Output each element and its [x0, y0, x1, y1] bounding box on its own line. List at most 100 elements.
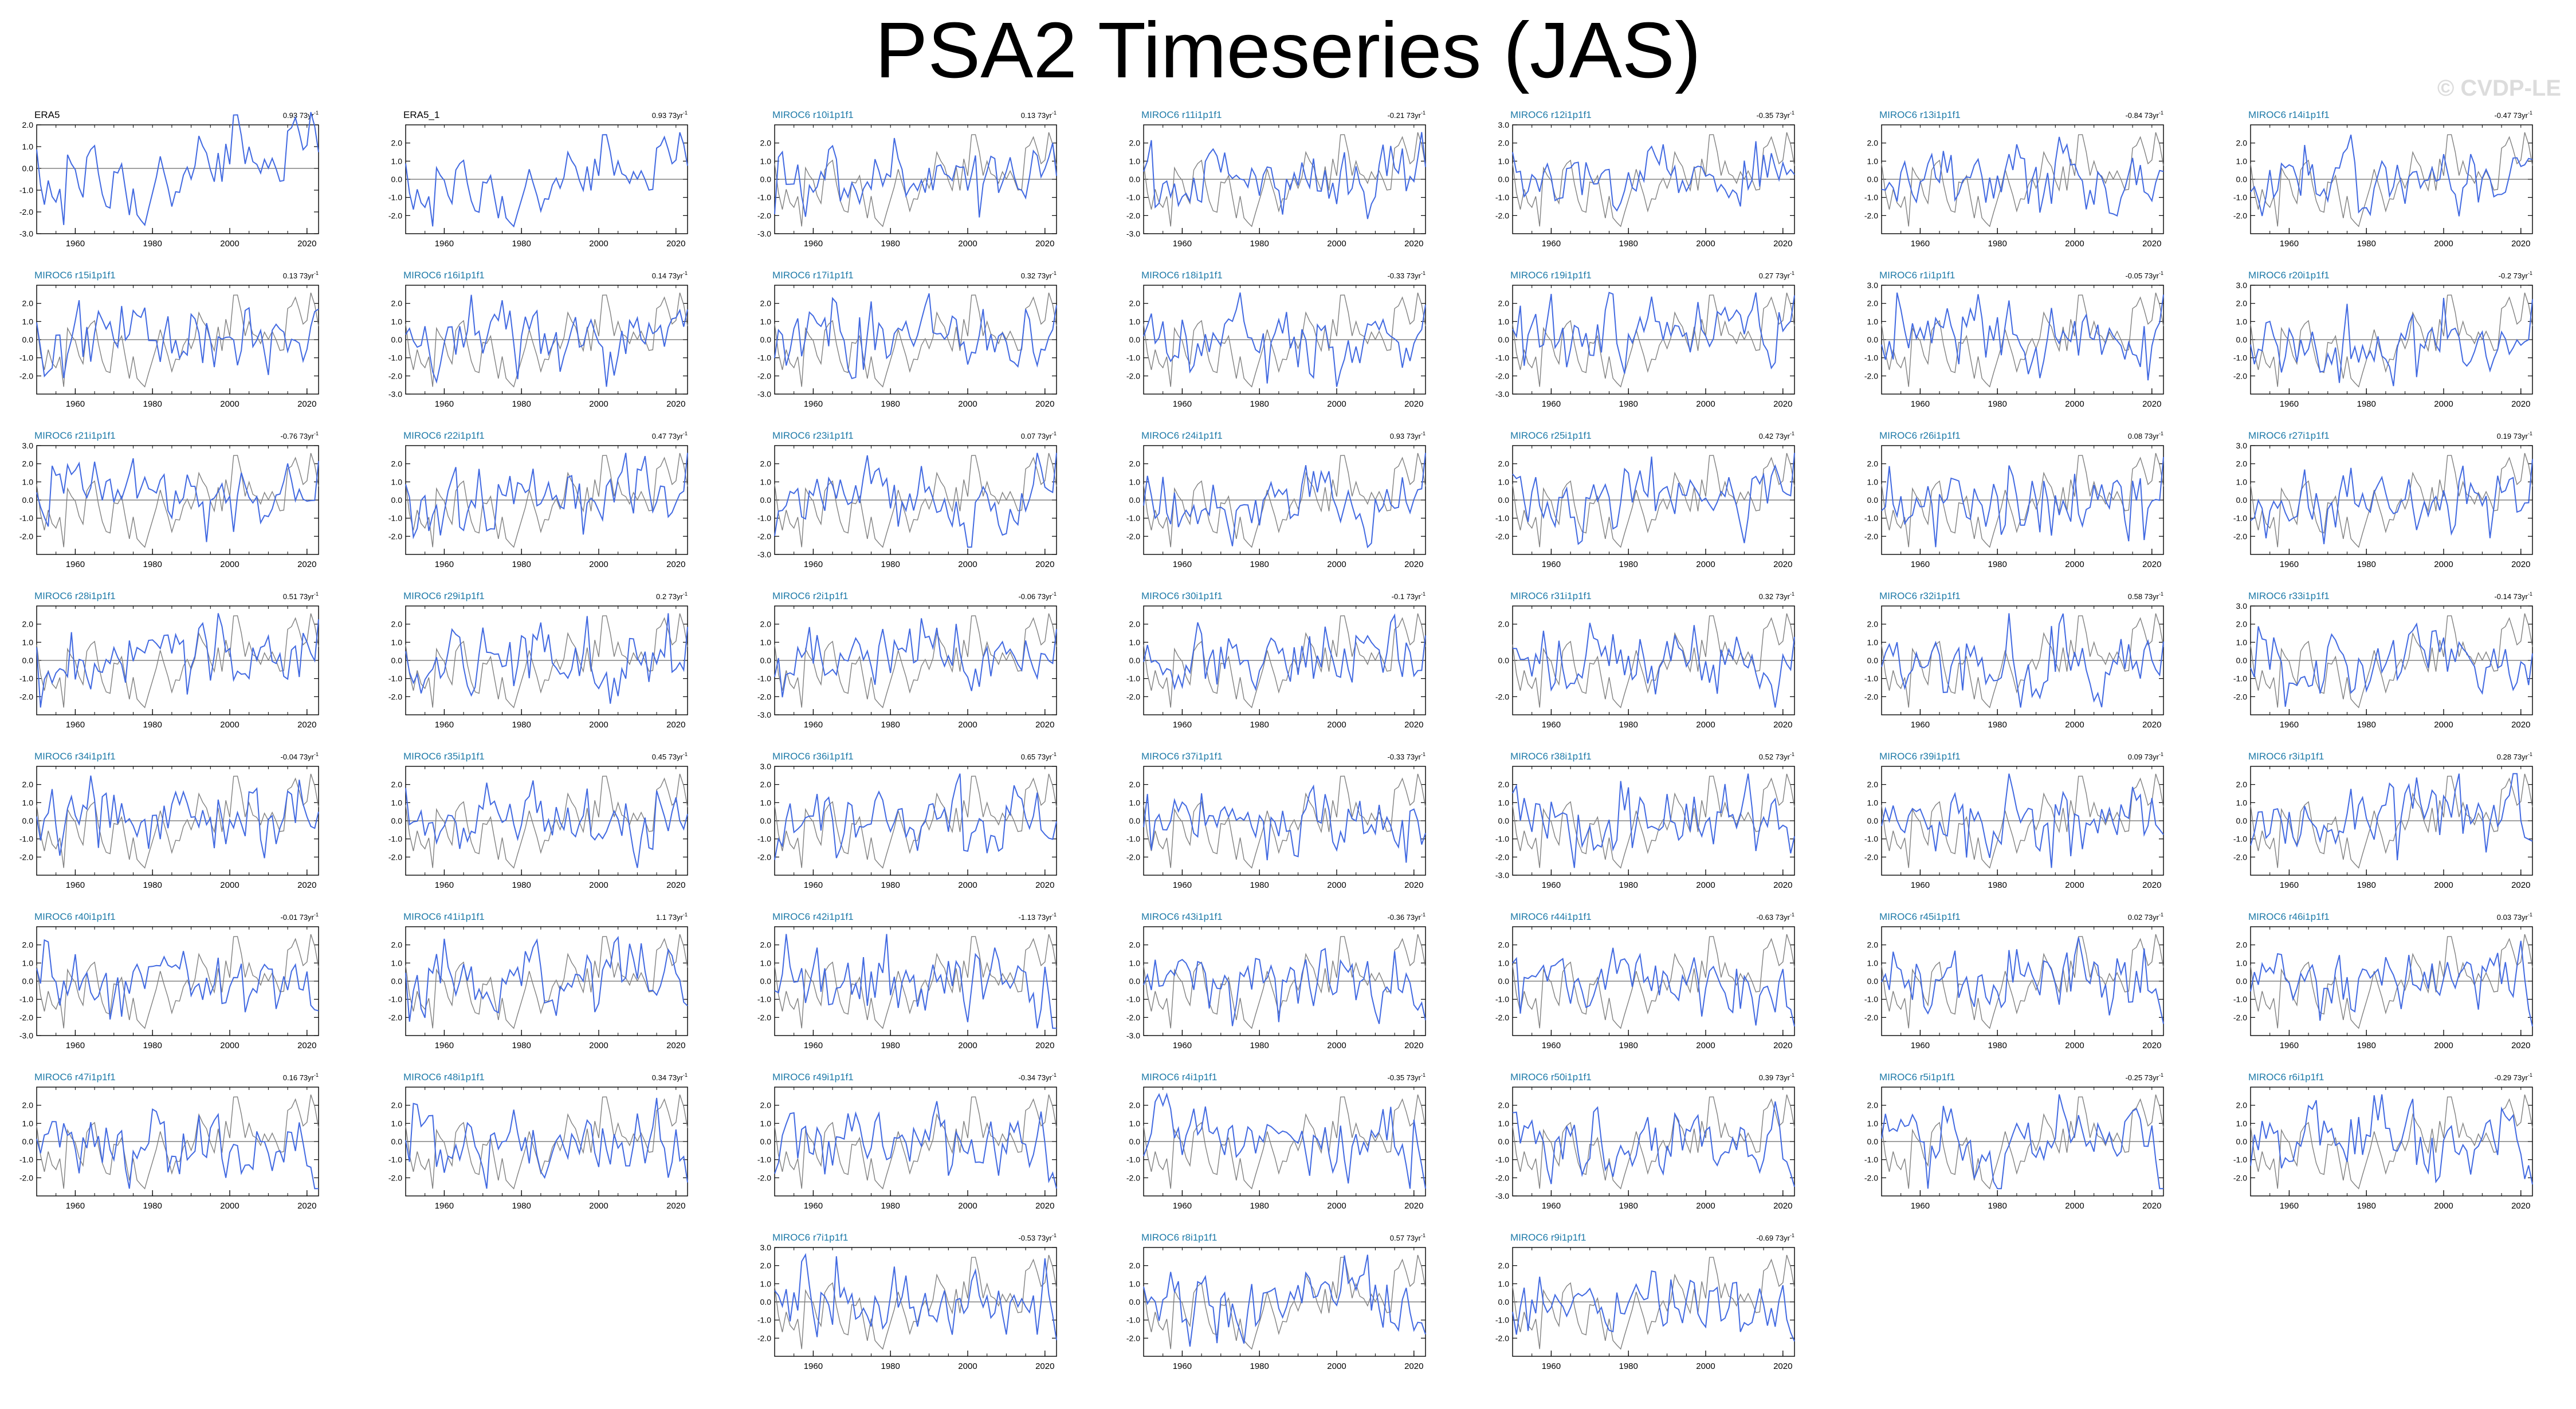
x-tick-label: 1960	[66, 1201, 85, 1211]
trend-label: -0.69 73yr-1	[1756, 1233, 1794, 1242]
x-tick-label: 1960	[435, 399, 454, 409]
x-tick-label: 2000	[220, 880, 239, 890]
x-tick-label: 1980	[1988, 239, 2007, 249]
y-tick-label: 1.0	[22, 798, 34, 807]
x-tick-label: 2020	[1035, 880, 1054, 890]
x-tick-label: 1980	[1619, 1041, 1638, 1050]
timeseries-panel: MIROC6 r11i1p1f1 -0.21 73yr-1 2.0 1.0 0.0 -1.…	[1126, 109, 1426, 249]
model-series-line	[1512, 1101, 1795, 1187]
y-tick-label: 1.0	[1129, 637, 1141, 647]
y-tick-label: 1.0	[1867, 477, 1879, 486]
trend-label: 0.14 73yr-1	[652, 270, 688, 280]
x-tick-label: 1980	[1988, 880, 2007, 890]
y-tick-label: -2.0	[388, 692, 402, 701]
x-tick-label: 1980	[1250, 1361, 1269, 1371]
panel-title: MIROC6 r48i1p1f1	[403, 1072, 485, 1083]
panel-title: MIROC6 r21i1p1f1	[34, 430, 116, 441]
x-tick-label: 2020	[1404, 880, 1423, 890]
y-tick-label: -1.0	[1495, 514, 1509, 523]
y-tick-label: -1.0	[388, 353, 402, 363]
timeseries-panel: MIROC6 r23i1p1f1 0.07 73yr-1 2.0 1.0 0.0 -1.0…	[757, 430, 1057, 569]
y-tick-label: 0.0	[1867, 816, 1879, 825]
y-tick-label: 0.0	[1867, 1137, 1879, 1146]
observed-series-line	[774, 1094, 1057, 1190]
x-tick-label: 2020	[1773, 720, 1792, 730]
y-tick-label: 3.0	[760, 1243, 772, 1252]
y-tick-label: -2.0	[388, 1173, 402, 1182]
x-tick-label: 1960	[2280, 1041, 2299, 1050]
y-tick-label: -2.0	[1126, 692, 1140, 701]
x-tick-label: 1980	[1619, 1201, 1638, 1211]
x-tick-label: 2000	[958, 720, 977, 730]
trend-label: -0.63 73yr-1	[1756, 912, 1794, 922]
y-tick-label: -2.0	[1864, 1173, 1878, 1182]
model-series-line	[1143, 292, 1426, 387]
x-tick-label: 2000	[2434, 880, 2453, 890]
model-series-line	[774, 452, 1057, 548]
x-tick-label: 2020	[2142, 239, 2161, 249]
trend-label: 0.57 73yr-1	[1390, 1233, 1426, 1242]
trend-label: 0.2 73yr-1	[656, 591, 688, 601]
trend-label: -0.76 73yr-1	[280, 431, 319, 440]
x-tick-label: 2020	[1404, 239, 1423, 249]
timeseries-panel: MIROC6 r37i1p1f1 -0.33 73yr-1 2.0 1.0 0.0 -1.…	[1126, 751, 1426, 890]
panel-title: MIROC6 r19i1p1f1	[1510, 270, 1592, 281]
y-tick-label: 0.0	[2236, 816, 2248, 825]
y-tick-label: -1.0	[19, 186, 33, 195]
y-tick-label: -1.0	[1495, 353, 1509, 363]
x-tick-label: 2020	[1035, 1201, 1054, 1211]
y-tick-label: 1.0	[1867, 958, 1879, 967]
x-tick-label: 2000	[1327, 1361, 1346, 1371]
panel-title: MIROC6 r6i1p1f1	[2248, 1072, 2324, 1083]
observed-series-line	[1143, 1094, 1426, 1190]
panel-title: ERA5_1	[403, 109, 439, 120]
x-tick-label: 1960	[1911, 1041, 1930, 1050]
y-tick-label: -1.0	[1864, 1155, 1878, 1164]
x-tick-label: 2000	[2065, 239, 2084, 249]
y-tick-label: -2.0	[757, 692, 771, 701]
x-tick-label: 1980	[1988, 560, 2007, 569]
y-tick-label: 1.0	[2236, 637, 2248, 647]
model-series-line	[1881, 773, 2164, 868]
y-tick-label: 2.0	[1498, 620, 1510, 629]
y-tick-label: 0.0	[2236, 656, 2248, 665]
x-tick-label: 1980	[1619, 1361, 1638, 1371]
panel-title: MIROC6 r10i1p1f1	[772, 109, 854, 120]
y-tick-label: -3.0	[1495, 389, 1509, 399]
timeseries-panel: MIROC6 r14i1p1f1 -0.47 73yr-1 2.0 1.0 0.0 -1.…	[2233, 109, 2533, 249]
y-tick-label: -2.0	[388, 852, 402, 861]
observed-series-line	[774, 292, 1057, 388]
trend-label: -0.1 73yr-1	[1392, 591, 1426, 601]
trend-label: 0.03 73yr-1	[2497, 912, 2532, 922]
y-tick-label: 3.0	[22, 441, 34, 450]
y-tick-label: -2.0	[757, 852, 771, 861]
panel-title: MIROC6 r37i1p1f1	[1141, 751, 1223, 762]
y-tick-label: -1.0	[2233, 514, 2247, 523]
x-tick-label: 1980	[1988, 1201, 2007, 1211]
y-tick-label: 0.0	[1129, 175, 1141, 184]
y-tick-label: -1.0	[388, 193, 402, 202]
observed-series-line	[36, 1094, 319, 1190]
x-tick-label: 2020	[2142, 720, 2161, 730]
model-series-line	[1881, 937, 2164, 1024]
trend-label: -0.05 73yr-1	[2125, 270, 2163, 280]
model-series-line	[2250, 459, 2533, 545]
y-tick-label: 1.0	[2236, 958, 2248, 967]
y-tick-label: 0.0	[391, 816, 403, 825]
y-tick-label: 1.0	[760, 317, 772, 326]
y-tick-label: 0.0	[760, 175, 772, 184]
timeseries-panel: MIROC6 r46i1p1f1 0.03 73yr-1 2.0 1.0 0.0 -1.0…	[2233, 911, 2533, 1050]
y-tick-label: 2.0	[1129, 459, 1141, 469]
x-tick-label: 2020	[297, 880, 316, 890]
x-tick-label: 2000	[589, 880, 608, 890]
y-tick-label: 2.0	[1129, 1261, 1141, 1270]
panel-title: MIROC6 r49i1p1f1	[772, 1072, 854, 1083]
y-tick-label: 0.0	[22, 816, 34, 825]
observed-series-line	[1512, 773, 1795, 869]
y-tick-label: -1.0	[2233, 995, 2247, 1004]
trend-label: -0.35 73yr-1	[1756, 110, 1794, 120]
observed-series-line	[2250, 773, 2533, 869]
x-tick-label: 2000	[589, 239, 608, 249]
model-series-line	[774, 934, 1057, 1029]
x-tick-label: 1980	[881, 399, 900, 409]
